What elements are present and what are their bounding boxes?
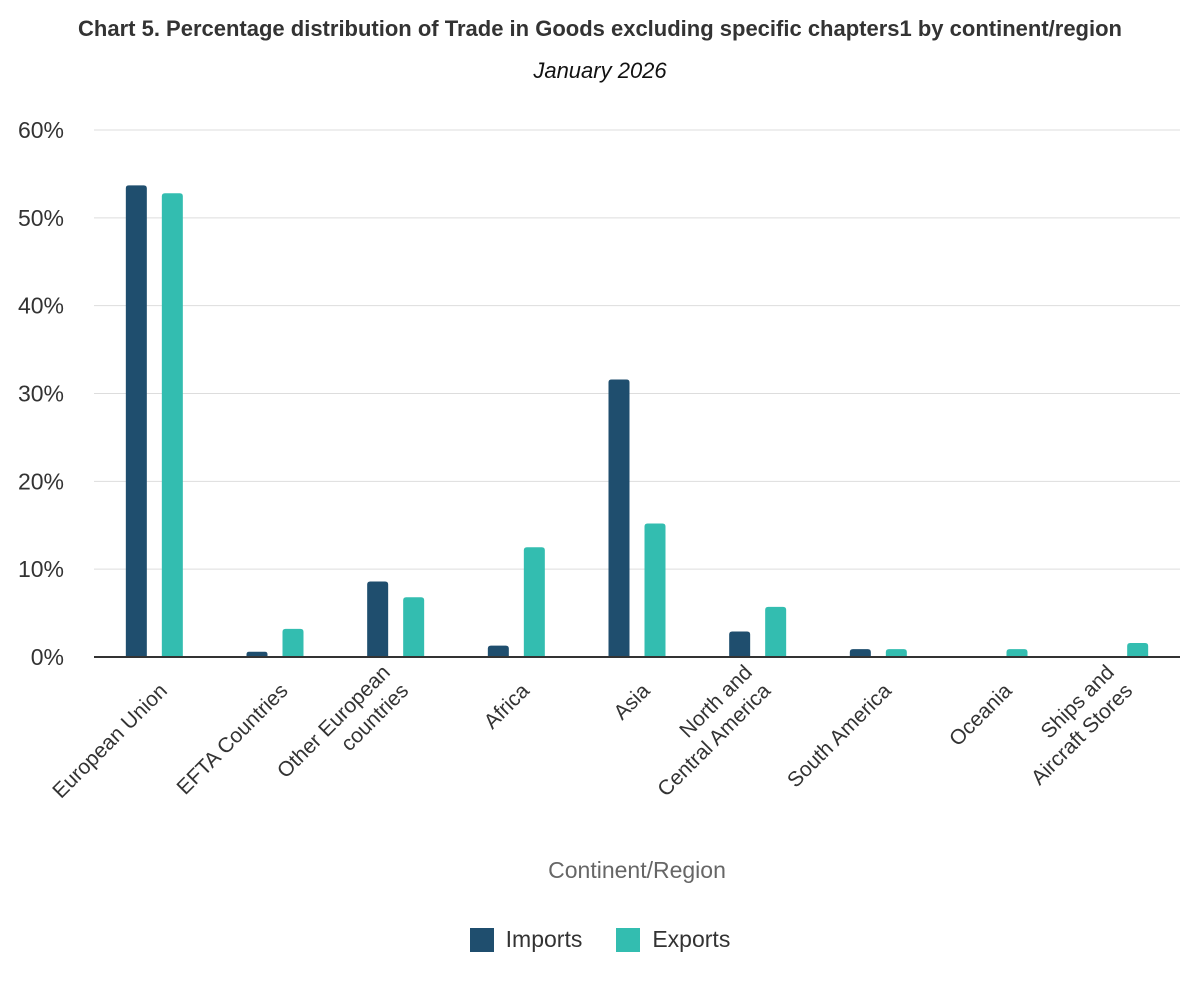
bar-imports[interactable] <box>367 581 389 657</box>
x-tick-label: Africa <box>480 679 534 733</box>
bar-exports[interactable] <box>765 606 787 657</box>
bar-imports[interactable] <box>849 649 871 657</box>
chart-title: Chart 5. Percentage distribution of Trad… <box>78 16 1122 41</box>
bar-exports[interactable] <box>885 649 907 657</box>
bar-exports[interactable] <box>1127 642 1149 657</box>
bar-exports[interactable] <box>1006 649 1028 657</box>
bar-imports[interactable] <box>608 379 630 657</box>
x-tick-label: European Union <box>48 679 172 803</box>
gridlines <box>94 129 1180 570</box>
bar-imports[interactable] <box>125 185 147 657</box>
legend-swatch-imports <box>469 927 494 952</box>
x-tick-label: North andCentral America <box>635 661 776 802</box>
bar-exports[interactable] <box>282 628 304 657</box>
y-tick-label: 60% <box>18 117 64 143</box>
y-tick-label: 10% <box>18 556 64 582</box>
bar-imports[interactable] <box>729 631 751 657</box>
x-tick-label: Other Europeancountries <box>273 661 413 801</box>
bar-exports[interactable] <box>644 523 666 657</box>
y-tick-label: 40% <box>18 293 64 319</box>
y-tick-label: 30% <box>18 381 64 407</box>
legend-label-exports: Exports <box>652 926 731 952</box>
legend-item-imports[interactable]: Imports <box>469 926 583 953</box>
x-axis-label: Continent/Region <box>548 857 726 883</box>
y-axis-ticks: 0% 10% 20% 30% 40% 50% 60% <box>18 117 64 670</box>
x-tick-label: Asia <box>609 679 654 724</box>
bar-exports[interactable] <box>403 597 425 657</box>
legend: Imports Exports <box>0 926 1200 953</box>
y-tick-label: 20% <box>18 468 64 494</box>
legend-label-imports: Imports <box>505 926 583 952</box>
legend-item-exports[interactable]: Exports <box>616 926 730 953</box>
bar-exports[interactable] <box>523 547 545 657</box>
bar-imports[interactable] <box>246 651 268 657</box>
y-tick-label: 0% <box>31 644 64 670</box>
legend-swatch-exports <box>616 927 641 952</box>
bar-exports[interactable] <box>161 193 183 658</box>
bars <box>125 185 1149 658</box>
x-tick-label: Ships andAircraft Stores <box>1008 661 1137 790</box>
chart-subtitle: January 2026 <box>533 58 667 83</box>
x-tick-label: EFTA Countries <box>173 679 293 799</box>
bar-imports[interactable] <box>487 645 509 657</box>
x-tick-label: Oceania <box>945 679 1017 751</box>
x-tick-label: South America <box>783 679 896 792</box>
y-tick-label: 50% <box>18 205 64 231</box>
